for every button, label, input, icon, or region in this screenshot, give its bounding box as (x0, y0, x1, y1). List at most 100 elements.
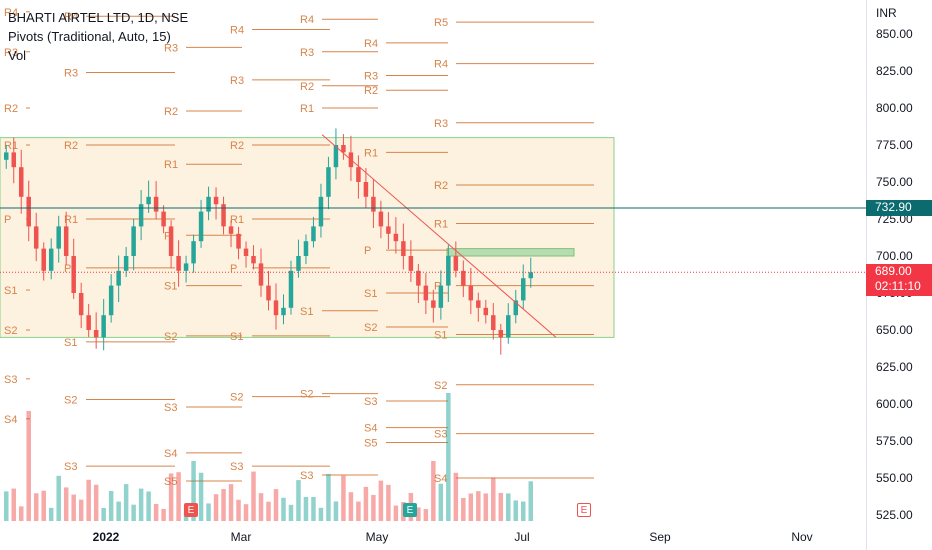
volume-bar (371, 494, 376, 521)
volume-bar (206, 503, 211, 521)
pivot-level-label: R1 (64, 214, 78, 226)
candle-body (161, 211, 166, 227)
candle-body (446, 256, 451, 286)
volume-bar (498, 492, 504, 521)
candle-body (431, 300, 436, 308)
pivot-level-label: S1 (300, 306, 313, 318)
time-label-jul: Jul (514, 530, 530, 544)
candle-body (378, 211, 384, 227)
volume-bar (33, 493, 39, 521)
pivot-level-label: R4 (300, 14, 314, 26)
earnings-marker-future-icon[interactable]: E (577, 503, 591, 517)
candle-body (78, 293, 84, 316)
time-label-nov: Nov (791, 530, 813, 544)
candle-body (468, 285, 474, 301)
candle-body (183, 263, 189, 271)
pivot-level-label: R3 (300, 47, 314, 59)
price-tick-label: 825.00 (876, 64, 913, 78)
pivot-level-label: R3 (164, 42, 178, 54)
pivot-level-label: S3 (300, 470, 313, 482)
candle-body (371, 196, 376, 212)
volume-bar (423, 509, 429, 521)
candle-body (266, 285, 271, 301)
candle-body (176, 256, 181, 271)
pivot-level-label: S2 (164, 331, 177, 343)
volume-bar (506, 493, 511, 521)
pivot-level-label: R1 (434, 218, 448, 230)
candle-body (41, 248, 46, 271)
candle-body (228, 226, 234, 234)
pivot-level-label: S5 (364, 437, 377, 449)
pivot-level-label: S4 (364, 423, 377, 435)
earnings-marker-icon[interactable]: E (403, 503, 417, 517)
pivot-level-label: R3 (364, 70, 378, 82)
candle-body (521, 278, 526, 301)
pivot-level-label: R2 (230, 140, 244, 152)
volume-bar (4, 491, 9, 521)
volume-bar (266, 501, 271, 521)
candle-body (311, 226, 316, 242)
volume-bar (108, 491, 114, 521)
pivot-level-label: R5 (434, 17, 448, 29)
legend: BHARTI AIRTEL LTD, 1D, NSE Pivots (Tradi… (8, 8, 188, 65)
price-tick-label: 625.00 (876, 360, 913, 374)
candle-body (153, 196, 159, 212)
pivot-level-label: S2 (364, 322, 377, 334)
candle-body (401, 241, 406, 256)
pivot-level-label: R2 (164, 106, 178, 118)
volume-bar (513, 500, 519, 521)
candle-body (318, 196, 324, 227)
candle-body (296, 256, 301, 271)
volume-bar (281, 497, 286, 521)
candle-body (408, 256, 414, 271)
candle-body (26, 196, 31, 227)
pivots-indicator-label[interactable]: Pivots (Traditional, Auto, 15) (8, 29, 171, 44)
volume-bar (63, 487, 69, 521)
volume-bar (431, 461, 436, 521)
pivot-level-label: R2 (434, 180, 448, 192)
volume-indicator-label[interactable]: Vol (8, 48, 27, 63)
candle-body (453, 256, 459, 271)
earnings-marker-icon[interactable]: E (184, 503, 198, 517)
volume-bar (296, 480, 301, 521)
candle-body (4, 152, 9, 160)
price-tick-label: 650.00 (876, 323, 913, 337)
pivot-level-label: P (364, 245, 371, 257)
price-tick-label: 800.00 (876, 101, 913, 115)
volume-bar (363, 486, 369, 521)
volume-bar (378, 480, 384, 521)
range-box (0, 137, 615, 338)
last-price-value: 689.00 (875, 264, 912, 278)
volume-bar (131, 504, 136, 521)
candle-body (108, 285, 114, 316)
candle-body (386, 226, 391, 234)
pivot-level-label: S3 (4, 374, 17, 386)
pivot-level-label: S1 (164, 281, 177, 293)
volume-bar (56, 475, 61, 521)
volume-bar (153, 503, 159, 521)
candle-body (33, 226, 39, 249)
pivot-level-label: S4 (4, 414, 17, 426)
pivot-level-label: R2 (64, 140, 78, 152)
resistance-box (446, 248, 575, 257)
candle-body (168, 226, 174, 256)
pivot-level-label: S1 (364, 288, 377, 300)
pivot-level-label: S2 (300, 389, 313, 401)
volume-bar (161, 508, 166, 521)
candle-body (416, 270, 421, 286)
price-tick-label: 600.00 (876, 397, 913, 411)
volume-bar (48, 507, 54, 521)
pivot-level-label: R1 (300, 103, 314, 115)
candle-body (288, 270, 294, 308)
pivot-level-label: S3 (164, 402, 177, 414)
volume-bar (288, 504, 294, 521)
candle-body (18, 167, 24, 197)
pivot-level-label: P (164, 230, 171, 242)
symbol-title[interactable]: BHARTI AIRTEL LTD, 1D, NSE (8, 10, 189, 25)
pivot-level-label: S3 (230, 461, 243, 473)
candle-body (461, 270, 466, 286)
candle-body (303, 241, 309, 256)
time-label-may: May (365, 530, 389, 544)
